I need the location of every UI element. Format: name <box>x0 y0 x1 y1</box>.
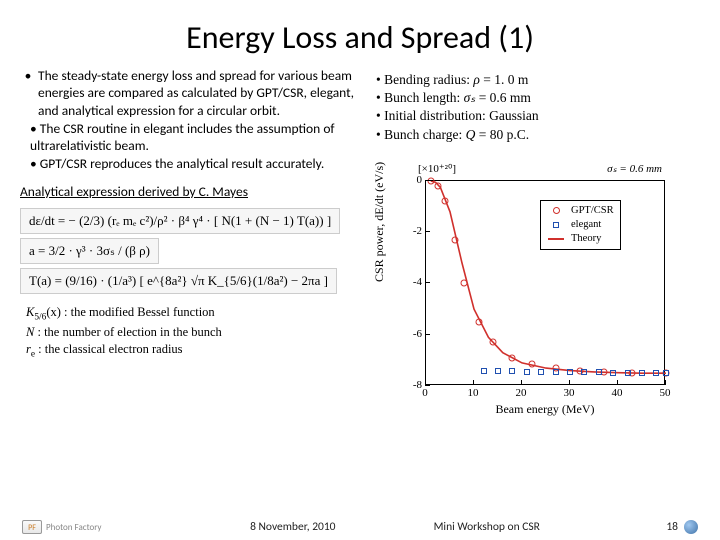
chart-ytick-label: -6 <box>413 328 422 340</box>
parameters-block: • Bending radius: ρ = 1. 0 m • Bunch len… <box>370 67 700 154</box>
chart-xtick-label: 30 <box>564 387 575 399</box>
data-point-elegant <box>581 369 587 375</box>
page-title: Energy Loss and Spread (1) <box>0 0 720 67</box>
legend-elegant: elegant <box>547 218 614 232</box>
data-point-gptcsr <box>427 177 434 184</box>
chart-sigma-label: σₛ = 0.6 mm <box>607 162 662 175</box>
bullet-icon: • <box>18 67 38 119</box>
param-bunch-charge: • Bunch charge: Q = 80 p.C. <box>374 126 700 144</box>
analytical-link[interactable]: Analytical expression derived by C. Maye… <box>20 183 362 200</box>
data-point-elegant <box>524 369 530 375</box>
chart-xtick-label: 20 <box>516 387 527 399</box>
chart-ytick-label: -8 <box>413 379 422 391</box>
data-point-elegant <box>653 370 659 376</box>
data-point-elegant <box>509 368 515 374</box>
bullet-text-2: The CSR routine in elegant includes the … <box>30 120 335 154</box>
data-point-elegant <box>596 369 602 375</box>
definition-3: re : the classical electron radius <box>18 341 362 361</box>
chart-ytick-label: 0 <box>417 174 423 186</box>
data-point-elegant <box>663 370 669 376</box>
data-point-gptcsr <box>509 354 516 361</box>
legend-gptcsr: GPT/CSR <box>547 204 614 218</box>
content-area: • The steady-state energy loss and sprea… <box>0 67 720 417</box>
kek-badge-icon <box>684 520 698 534</box>
chart-xtick-label: 50 <box>660 387 671 399</box>
data-point-elegant <box>481 368 487 374</box>
data-point-gptcsr <box>461 280 468 287</box>
bullet-text-3: GPT/CSR reproduces the analytical result… <box>40 155 324 172</box>
data-point-elegant <box>639 370 645 376</box>
equation-3: T(a) = (9/16) · (1/a³) [ e^{8a²} √π K_{5… <box>20 268 337 294</box>
bullet-text-1: The steady-state energy loss and spread … <box>38 67 362 119</box>
square-marker-icon <box>553 222 559 228</box>
chart-xtick-label: 10 <box>468 387 479 399</box>
data-point-gptcsr <box>475 318 482 325</box>
data-point-gptcsr <box>435 183 442 190</box>
line-marker-icon <box>548 238 564 240</box>
chart-ytick-label: -4 <box>413 276 422 288</box>
footer-page-number: 18 <box>638 520 678 534</box>
data-point-elegant <box>553 369 559 375</box>
data-point-elegant <box>538 369 544 375</box>
footer-logo: PF Photon Factory <box>22 520 152 534</box>
data-point-elegant <box>567 369 573 375</box>
bullet-icon: • <box>30 120 40 137</box>
param-initial-dist: • Initial distribution: Gaussian <box>374 107 700 125</box>
footer-workshop: Mini Workshop on CSR <box>434 520 540 534</box>
chart-xtick-label: 0 <box>422 387 428 399</box>
data-point-gptcsr <box>442 198 449 205</box>
param-bending-radius: • Bending radius: ρ = 1. 0 m <box>374 71 700 89</box>
left-column: • The steady-state energy loss and sprea… <box>18 67 370 417</box>
equation-2: a = 3/2 · γ³ · 3σₛ / (β ρ) <box>20 238 159 264</box>
footer: PF Photon Factory 8 November, 2010 Mini … <box>0 520 720 534</box>
data-point-elegant <box>610 370 616 376</box>
definition-2: N : the number of election in the bunch <box>18 324 362 341</box>
legend-theory: Theory <box>547 232 614 246</box>
param-bunch-length: • Bunch length: σₛ = 0.6 mm <box>374 89 700 107</box>
chart-y-axis-label: CSR power, dE/dt (eV/s) <box>372 162 387 282</box>
data-point-elegant <box>495 368 501 374</box>
data-point-gptcsr <box>528 361 535 368</box>
pf-icon: PF <box>22 520 42 534</box>
circle-marker-icon <box>553 207 560 214</box>
chart-exponent-label: [×10⁺²⁰] <box>418 162 456 175</box>
chart-xtick-label: 40 <box>612 387 623 399</box>
chart-legend: GPT/CSR elegant Theory <box>540 200 621 250</box>
data-point-elegant <box>625 370 631 376</box>
chart-x-axis-label: Beam energy (MeV) <box>425 402 665 417</box>
definitions-block: K5/6(x) : the modified Bessel function N… <box>18 304 362 361</box>
chart-ytick-label: -2 <box>413 225 422 237</box>
equations-block: dε/dt = − (2/3) (rₑ mₑ c²)/ρ² · β⁴ γ⁴ · … <box>20 208 362 298</box>
data-point-gptcsr <box>451 236 458 243</box>
equation-1: dε/dt = − (2/3) (rₑ mₑ c²)/ρ² · β⁴ γ⁴ · … <box>20 208 340 234</box>
data-point-gptcsr <box>490 339 497 346</box>
definition-1: K5/6(x) : the modified Bessel function <box>18 304 362 324</box>
right-column: • Bending radius: ρ = 1. 0 m • Bunch len… <box>370 67 700 417</box>
csr-power-chart: [×10⁺²⁰] σₛ = 0.6 mm CSR power, dE/dt (e… <box>370 162 680 417</box>
bullet-icon: • <box>30 155 40 172</box>
bullet-list: • The steady-state energy loss and sprea… <box>18 67 362 173</box>
footer-date: 8 November, 2010 <box>250 520 335 534</box>
